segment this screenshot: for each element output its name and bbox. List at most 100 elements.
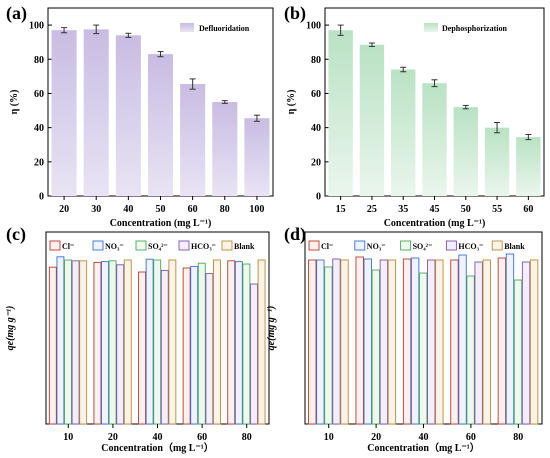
x-tick-label-c-20: 20 (108, 432, 118, 443)
legend-swatch-d-s2 (400, 240, 412, 251)
panel-label-c: (c) (6, 224, 26, 245)
panel-label-a: (a) (6, 3, 27, 24)
bar-c-40-s1 (145, 258, 154, 425)
bar-d-60-s1 (458, 254, 467, 425)
y-tick-label-a: 100 (29, 21, 44, 32)
bar-d-20-s0 (355, 256, 364, 425)
chart-marks: 0 20 40 60 80 100 20 30 40 50 60 80 100 0 20 40 60 80 100 1… (29, 21, 541, 443)
bar-d-10-s2 (324, 266, 333, 425)
x-tick-label-b-35: 35 (398, 204, 408, 215)
legend-swatch-b (424, 23, 438, 32)
xlabel-b: Concentration (mg L⁻¹) (384, 218, 486, 229)
bar-c-80-s0 (227, 260, 236, 425)
bar-b-50 (453, 107, 478, 196)
legend-label-c-s2: SO₄²⁻ (148, 242, 168, 251)
bar-d-80-s2 (513, 279, 523, 425)
bar-d-10-s3 (332, 258, 341, 425)
bar-c-20-s4 (123, 259, 132, 425)
bar-a-50 (147, 54, 174, 197)
x-tick-label-c-80: 80 (242, 432, 252, 443)
x-tick-label-a-100: 100 (249, 204, 264, 215)
bar-d-80-s0 (497, 257, 507, 425)
x-tick-label-d-80: 80 (513, 432, 523, 443)
bar-d-20-s1 (363, 258, 372, 425)
bar-d-80-s4 (529, 259, 539, 425)
legend-label-c-s0: Cl⁻ (62, 242, 74, 251)
panel-label-b: (b) (284, 3, 306, 24)
legend-label-d-s2: SO₄²⁻ (413, 242, 433, 251)
bar-c-40-s0 (138, 271, 146, 425)
legend-swatch-c-s3 (178, 240, 190, 251)
xlabel-c: Concentration（mg L⁻¹） (101, 441, 213, 454)
x-tick-label-c-10: 10 (63, 432, 73, 443)
legend-swatch-d-s0 (308, 240, 320, 251)
x-tick-label-a-40: 40 (123, 204, 133, 215)
x-tick-label-d-20: 20 (371, 432, 381, 443)
legend-swatch-c-s4 (221, 240, 233, 251)
x-tick-label-d-60: 60 (466, 432, 476, 443)
legend-swatch-c-s0 (49, 240, 61, 251)
legend-swatch-d-s1 (354, 240, 366, 251)
ylabel-b: η (%) (286, 90, 297, 115)
legend-label-c-s1: NO₃⁻ (105, 242, 124, 251)
bar-b-35 (391, 69, 416, 196)
y-tick-label-a: 60 (34, 89, 44, 100)
bar-d-40-s1 (410, 257, 420, 425)
x-tick-label-a-30: 30 (91, 204, 101, 215)
legend-label-d-s1: NO₃⁻ (367, 242, 386, 251)
y-tick-label-b: 0 (316, 192, 321, 203)
x-tick-label-a-80: 80 (220, 204, 230, 215)
bar-a-20 (51, 30, 77, 196)
legend-swatch-d-s4 (491, 240, 503, 251)
legend-swatch-a (180, 23, 194, 32)
bar-c-60-s0 (182, 267, 191, 425)
legend-a: Defluoridation (180, 23, 250, 33)
bar-a-80 (212, 102, 238, 196)
legend-swatch-c-s2 (135, 240, 147, 251)
bar-d-80-s1 (505, 253, 515, 425)
x-tick-label-b-50: 50 (461, 204, 471, 215)
bar-c-80-s2 (242, 263, 251, 425)
bar-b-15 (328, 30, 353, 196)
bar-d-40-s3 (427, 259, 436, 425)
bar-b-45 (422, 83, 447, 196)
bar-d-60-s4 (482, 259, 491, 425)
bar-b-55 (484, 127, 510, 196)
bar-c-60-s3 (205, 273, 214, 425)
bar-c-10-s1 (56, 256, 65, 425)
bar-d-10-s0 (308, 259, 317, 425)
bar-c-10-s2 (64, 259, 72, 425)
bar-c-80-s1 (234, 261, 243, 425)
bar-c-80-s4 (257, 259, 266, 425)
bar-d-10-s4 (340, 259, 349, 425)
bar-d-60-s3 (474, 261, 483, 425)
ylabel-a: η (%) (9, 90, 20, 115)
x-tick-label-b-55: 55 (492, 204, 502, 215)
bar-c-10-s4 (79, 260, 88, 425)
bar-b-25 (359, 44, 385, 196)
bar-d-20-s4 (387, 259, 397, 425)
x-tick-label-d-40: 40 (419, 432, 429, 443)
bar-a-100 (244, 118, 270, 196)
x-tick-label-b-15: 15 (336, 204, 346, 215)
bar-d-60-s2 (466, 275, 475, 425)
bar-d-20-s2 (371, 269, 380, 425)
y-tick-label-a: 0 (39, 192, 44, 203)
bar-c-80-s3 (250, 283, 258, 425)
bar-a-40 (115, 35, 141, 196)
x-tick-label-d-10: 10 (324, 432, 334, 443)
bar-c-20-s0 (93, 261, 102, 425)
bar-d-40-s2 (419, 272, 428, 425)
y-tick-label-b: 80 (311, 55, 321, 66)
bar-c-40-s4 (168, 259, 177, 425)
bar-c-40-s2 (153, 259, 162, 425)
bar-b-60 (516, 137, 541, 196)
legend-label-c-s3: HCO₃⁻ (191, 242, 216, 251)
ylabel-d: qe(mg g⁻¹) (266, 306, 277, 351)
bar-d-40-s0 (402, 258, 412, 425)
x-tick-label-a-60: 60 (188, 204, 198, 215)
bar-a-60 (180, 84, 206, 196)
bar-d-20-s3 (379, 259, 389, 425)
y-tick-label-b: 20 (311, 157, 321, 168)
